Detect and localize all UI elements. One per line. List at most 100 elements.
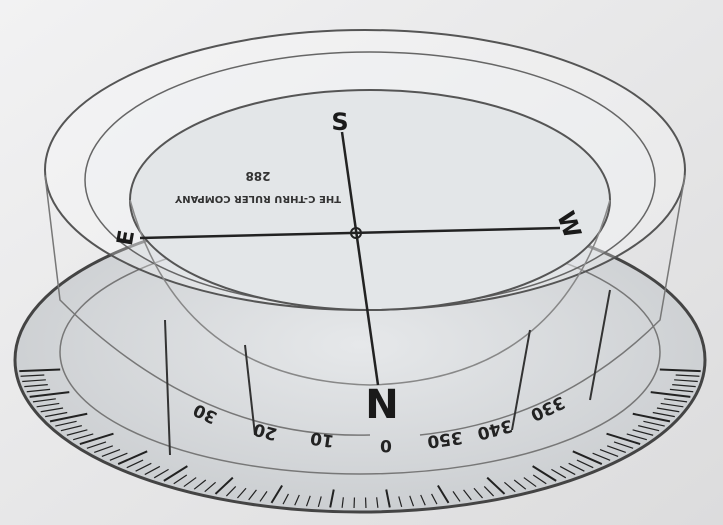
- scale-tick: [317, 496, 322, 508]
- scale-tick: [568, 462, 585, 472]
- north-south-line: [340, 131, 380, 386]
- scale-tick: [79, 432, 114, 445]
- cut-edge: [244, 344, 256, 436]
- scale-tick: [452, 491, 461, 502]
- scale-tick: [592, 452, 611, 461]
- scale-tick: [183, 477, 197, 488]
- east-label: E: [113, 228, 140, 247]
- scale-tick: [409, 495, 415, 507]
- scale-tick: [225, 485, 237, 497]
- scale-tick: [22, 379, 46, 383]
- scale-ticks: [19, 368, 701, 509]
- scale-tick: [659, 368, 701, 373]
- scale-tick: [135, 462, 152, 472]
- cylinder-wall: [44, 174, 371, 436]
- scale-tick: [660, 402, 684, 408]
- scale-tick: [153, 468, 169, 479]
- scale-tick: [144, 465, 161, 476]
- scale-tick: [32, 398, 56, 403]
- cut-edge: [589, 289, 611, 401]
- scale-tick: [672, 384, 696, 388]
- scale-tick: [94, 445, 114, 453]
- scale-tick: [204, 481, 216, 493]
- scale-tick: [632, 429, 654, 436]
- scale-tick: [259, 491, 268, 502]
- scale-tick: [650, 391, 691, 398]
- scale-tick: [504, 481, 516, 493]
- scale-tick: [523, 477, 537, 488]
- scale-label: 10: [309, 427, 335, 450]
- scale-tick: [270, 484, 283, 504]
- maker-imprint: THE C-THRU RULER COMPANY 288: [174, 169, 341, 204]
- scale-tick: [163, 465, 188, 482]
- scale-tick: [532, 465, 557, 482]
- scale-tick: [559, 465, 576, 476]
- scale-tick: [40, 407, 64, 413]
- scale-tick: [248, 489, 257, 501]
- scale-tick: [294, 494, 300, 506]
- cut-edge: [511, 329, 531, 431]
- scale-tick: [431, 493, 438, 505]
- scale-tick: [473, 487, 484, 499]
- scale-label: 350: [426, 427, 464, 452]
- scale-tick: [24, 384, 48, 388]
- north-label: N: [365, 382, 398, 428]
- center-mark: [350, 227, 362, 239]
- scale-tick: [173, 474, 188, 485]
- scale-tick: [66, 429, 88, 436]
- cut-edge: [164, 319, 171, 456]
- scale-tick: [572, 450, 603, 465]
- scale-tick: [532, 474, 547, 485]
- scale-tick: [49, 412, 88, 423]
- maker-model: 288: [245, 169, 270, 183]
- scale-tick: [643, 420, 665, 427]
- scale-tick: [632, 412, 671, 423]
- scale-tick: [117, 450, 148, 465]
- scale-tick: [385, 489, 391, 508]
- scale-tick: [599, 448, 619, 457]
- scale-tick: [45, 411, 68, 418]
- scale-tick: [126, 459, 144, 469]
- scale-tick: [675, 374, 700, 377]
- scale-tick: [674, 379, 698, 383]
- scale-tick: [437, 484, 450, 504]
- scale-tick: [20, 374, 45, 377]
- scale-tick: [341, 497, 344, 508]
- scale-tick: [60, 425, 82, 432]
- scale-tick: [483, 485, 495, 497]
- scale-tick: [398, 496, 403, 508]
- scale-tick: [613, 441, 634, 449]
- scale-tick: [193, 479, 207, 490]
- scale-tick: [55, 420, 77, 427]
- cylinder-wall: [129, 199, 611, 386]
- scale-tick: [606, 445, 626, 453]
- scale-tick: [26, 388, 51, 393]
- scale-tick: [626, 433, 647, 441]
- scale-tick: [638, 425, 660, 432]
- scale-tick: [606, 432, 641, 445]
- scale-tick: [652, 411, 675, 418]
- scale-tick: [669, 388, 694, 393]
- scale-tick: [656, 407, 680, 413]
- scale-tick: [101, 448, 121, 457]
- scale-tick: [236, 487, 247, 499]
- scale-tick: [282, 493, 289, 505]
- scale-tick: [86, 441, 107, 449]
- scale-tick: [513, 479, 527, 490]
- maker-name: THE C-THRU RULER COMPANY: [174, 193, 341, 204]
- scale-tick: [19, 368, 61, 373]
- scale-tick: [214, 476, 234, 495]
- scale-tick: [109, 452, 128, 461]
- scale-tick: [463, 489, 472, 501]
- south-label: S: [331, 108, 348, 136]
- scale-tick: [329, 489, 335, 508]
- scale-label: 0: [380, 435, 392, 455]
- scale-tick: [486, 476, 506, 495]
- scale-tick: [73, 433, 94, 441]
- scale-tick: [305, 495, 311, 507]
- scale-tick: [420, 494, 426, 506]
- cylinder-wall: [419, 174, 686, 436]
- scale-tick: [29, 391, 70, 398]
- scale-tick: [576, 459, 594, 469]
